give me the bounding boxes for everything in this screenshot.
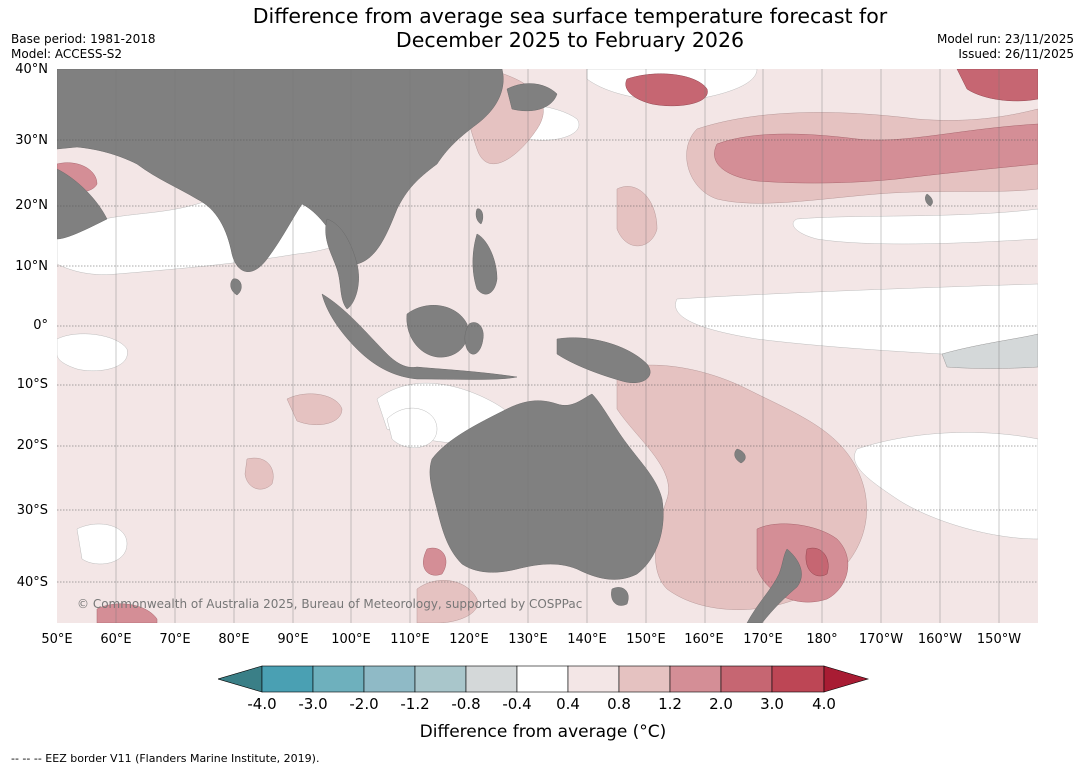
colorbar-label: 0.8 <box>607 695 631 713</box>
graticule-meridians <box>115 69 1000 623</box>
lat-label: 30°N <box>15 133 48 148</box>
colorbar-swatch <box>363 665 416 693</box>
lon-label: 80°E <box>218 632 250 647</box>
sst-anomaly-map <box>57 69 1038 623</box>
colorbar <box>218 665 870 693</box>
colorbar-label: -0.8 <box>451 695 481 713</box>
colorbar-label: -1.2 <box>400 695 430 713</box>
lon-label: 150°E <box>626 632 666 647</box>
lon-label: 90°E <box>277 632 309 647</box>
lat-label: 20°N <box>15 198 48 213</box>
cool-anomaly-region <box>941 333 1038 369</box>
lat-label: 0° <box>33 318 48 333</box>
lon-label: 170°E <box>743 632 783 647</box>
colorbar-title: Difference from average (°C) <box>419 722 667 742</box>
meta-left: Base period: 1981-2018 Model: ACCESS-S2 <box>11 32 156 62</box>
lon-label: 180° <box>806 632 838 647</box>
colorbar-swatch <box>261 665 314 693</box>
colorbar-swatch <box>414 665 467 693</box>
base-period-text: Base period: 1981-2018 <box>11 32 156 46</box>
colorbar-label: 2.0 <box>709 695 733 713</box>
colorbar-low-arrow <box>218 665 263 693</box>
colorbar-label: 0.4 <box>556 695 580 713</box>
meta-right: Model run: 23/11/2025 Issued: 26/11/2025 <box>937 32 1074 62</box>
lat-label: 10°N <box>15 259 48 274</box>
colorbar-swatch <box>465 665 518 693</box>
lon-label: 110°E <box>390 632 430 647</box>
footer-legend: -- -- -- EEZ border V11 (Flanders Marine… <box>11 752 320 765</box>
copyright-text: © Commonwealth of Australia 2025, Bureau… <box>77 597 583 611</box>
lon-label: 140°E <box>567 632 607 647</box>
lon-label: 160°W <box>917 632 963 647</box>
land-masses <box>57 69 933 623</box>
colorbar-label: 1.2 <box>658 695 682 713</box>
lon-label: 100°E <box>331 632 371 647</box>
colorbar-high-arrow <box>823 665 870 693</box>
map-svg <box>57 69 1038 623</box>
issued-text: Issued: 26/11/2025 <box>958 47 1074 61</box>
colorbar-swatch <box>771 665 825 693</box>
colorbar-swatch <box>618 665 671 693</box>
colorbar-swatch <box>669 665 722 693</box>
colorbar-swatch <box>720 665 773 693</box>
lon-label: 160°E <box>684 632 724 647</box>
map-title-line2: December 2025 to February 2026 <box>395 28 745 52</box>
colorbar-label: -0.4 <box>502 695 532 713</box>
lat-label: 30°S <box>16 503 48 518</box>
lat-label: 20°S <box>16 438 48 453</box>
lon-label: 60°E <box>100 632 132 647</box>
lat-label: 40°N <box>15 62 48 77</box>
colorbar-swatch <box>312 665 365 693</box>
lat-label: 40°S <box>16 575 48 590</box>
colorbar-label: -3.0 <box>298 695 328 713</box>
colorbar-label: 3.0 <box>760 695 784 713</box>
colorbar-label: -2.0 <box>349 695 379 713</box>
model-run-text: Model run: 23/11/2025 <box>936 32 1074 46</box>
colorbar-swatch <box>516 665 569 693</box>
lon-label: 130°E <box>508 632 548 647</box>
lon-label: 120°E <box>449 632 489 647</box>
colorbar-swatch <box>567 665 620 693</box>
lat-label: 10°S <box>16 377 48 392</box>
colorbar-label: -4.0 <box>247 695 277 713</box>
colorbar-label: 4.0 <box>812 695 836 713</box>
lon-label: 50°E <box>41 632 73 647</box>
lon-label: 170°W <box>858 632 904 647</box>
map-title: Difference from average sea surface temp… <box>190 4 950 52</box>
map-title-line1: Difference from average sea surface temp… <box>252 4 888 28</box>
lon-label: 150°W <box>976 632 1022 647</box>
lon-label: 70°E <box>159 632 191 647</box>
model-text: Model: ACCESS-S2 <box>11 47 123 61</box>
